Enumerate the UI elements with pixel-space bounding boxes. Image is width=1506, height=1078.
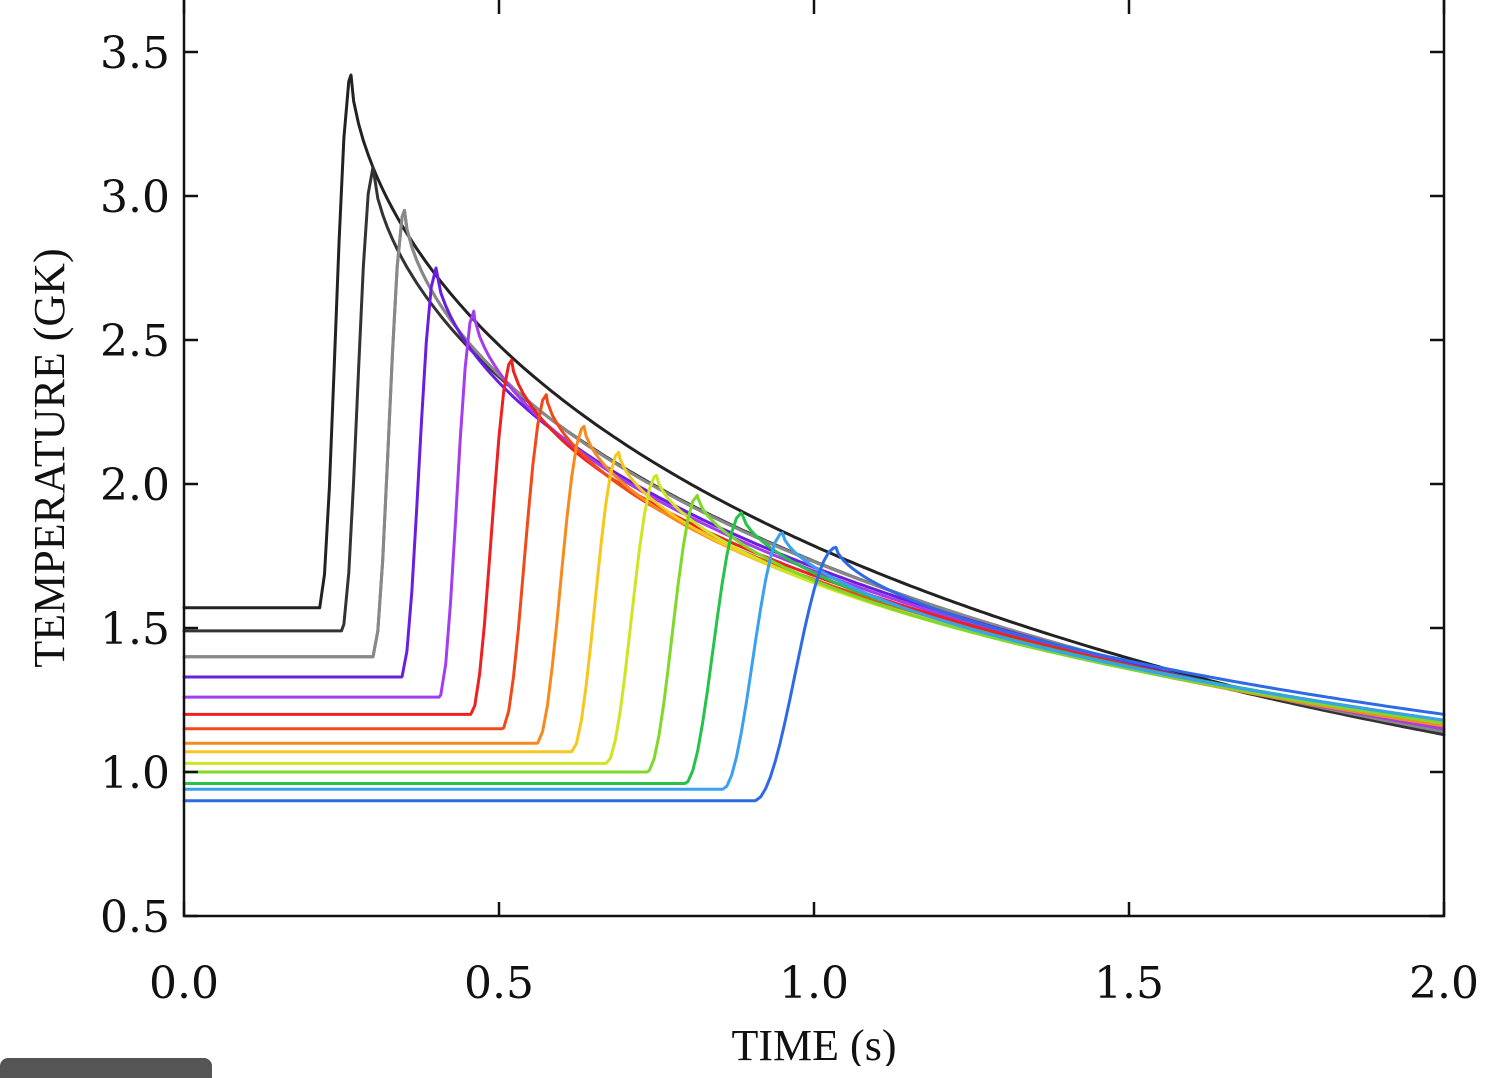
series-group [182, 73, 1446, 803]
tick-labels-group: 0.0 0.5 1.0 1.5 2.0 0.5 1.0 1.5 2.0 2.5 3.0 3.5 [100, 28, 1479, 1009]
y-axis-title: TEMPERATURE (GK) [25, 248, 74, 667]
x-axis-title: TIME (s) [732, 1021, 897, 1066]
y-tick-label-5: 3.0 [100, 172, 170, 223]
window-corner-tab [0, 1058, 212, 1078]
ticks-group [182, 0, 1446, 918]
x-tick-label-2: 1.0 [779, 958, 849, 1009]
series-line-12 [182, 494, 1446, 774]
x-tick-label-3: 1.5 [1094, 958, 1164, 1009]
series-line-14 [182, 531, 1446, 791]
y-tick-label-0: 0.5 [100, 892, 170, 943]
y-tick-label-3: 2.0 [100, 460, 170, 511]
x-tick-label-1: 0.5 [464, 958, 534, 1009]
x-tick-label-0: 0.0 [149, 958, 219, 1009]
series-line-15 [182, 545, 1446, 803]
y-tick-label-2: 1.5 [100, 604, 170, 655]
y-tick-label-1: 1.0 [100, 748, 170, 799]
x-tick-label-4: 2.0 [1409, 958, 1479, 1009]
y-tick-label-4: 2.5 [100, 316, 170, 367]
y-tick-label-6: 3.5 [100, 28, 170, 79]
